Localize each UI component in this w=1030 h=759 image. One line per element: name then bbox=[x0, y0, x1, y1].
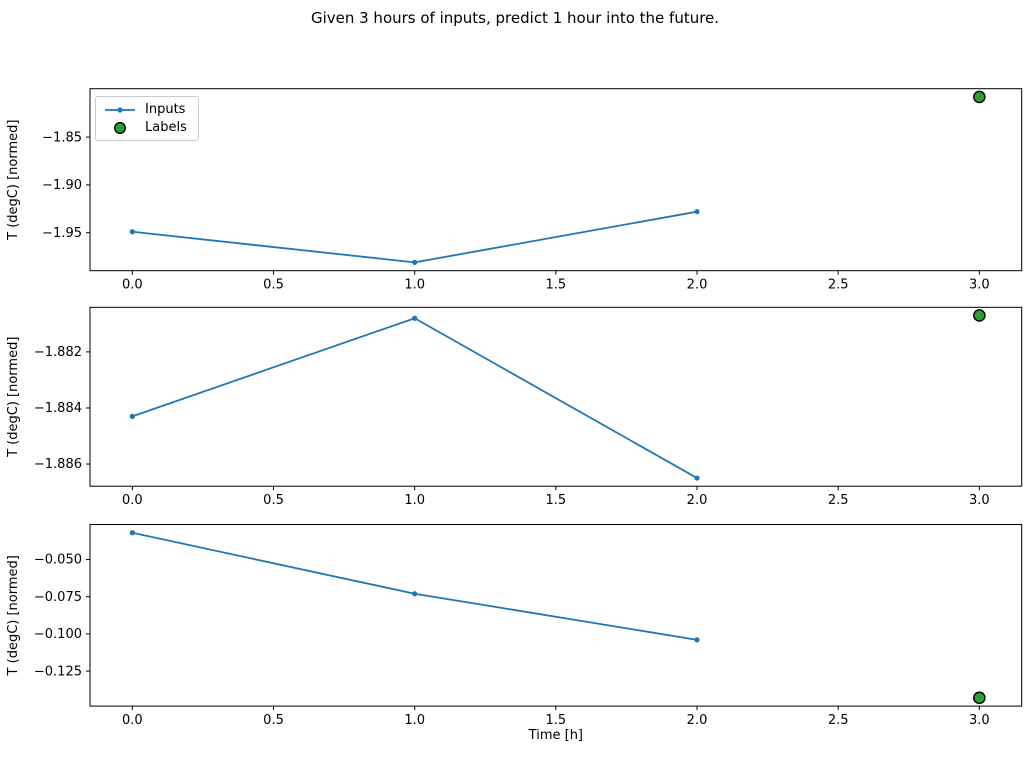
y-tick-label: −1.85 bbox=[42, 130, 82, 145]
x-tick-label: 2.5 bbox=[828, 713, 849, 728]
x-tick-label: 1.5 bbox=[546, 493, 567, 508]
x-tick-label: 1.5 bbox=[546, 713, 567, 728]
subplot-1: 0.0 0.5 1.0 1.5 2.0 2.5 3.0 −1.85 −1.90 −1.95 T (d… bbox=[6, 88, 1023, 293]
x-tick-label: 1.0 bbox=[404, 713, 425, 728]
x-tick-label: 2.0 bbox=[687, 493, 708, 508]
y-tick-label: −1.90 bbox=[42, 178, 82, 193]
axes-spines bbox=[89, 524, 1023, 707]
y-axis-label: T (degC) [normed] bbox=[6, 555, 21, 676]
x-tick-label: 2.0 bbox=[687, 278, 708, 293]
x-tick-label: 3.0 bbox=[969, 713, 990, 728]
x-tick-label: 0.0 bbox=[122, 493, 143, 508]
subplot-3: 0.0 0.5 1.0 1.5 2.0 2.5 3.0 −0.050 −0.075 −0.100 −… bbox=[6, 524, 1023, 728]
y-axis-label: T (degC) [normed] bbox=[6, 337, 21, 458]
legend-item-inputs: Inputs bbox=[104, 102, 187, 117]
axes-spines bbox=[89, 88, 1023, 272]
x-tick-label: 2.5 bbox=[828, 278, 849, 293]
y-tick-label: −1.882 bbox=[34, 345, 82, 360]
x-tick-label: 0.0 bbox=[122, 278, 143, 293]
x-tick-label: 2.0 bbox=[687, 713, 708, 728]
inputs-marker bbox=[129, 229, 135, 235]
y-tick-label: −1.884 bbox=[34, 401, 82, 416]
x-tick-label: 1.0 bbox=[404, 493, 425, 508]
y-tick-label: −1.886 bbox=[34, 457, 82, 472]
labels-point bbox=[973, 90, 986, 104]
x-tick-label: 0.0 bbox=[122, 713, 143, 728]
labels-circle-icon bbox=[114, 121, 126, 134]
y-axis-label: T (degC) [normed] bbox=[6, 120, 21, 241]
x-tick-label: 1.0 bbox=[404, 278, 425, 293]
x-axis-label: Time [h] bbox=[528, 728, 583, 743]
legend-item-labels: Labels bbox=[104, 120, 187, 135]
y-tick-label: −0.050 bbox=[34, 553, 82, 568]
y-tick-label: −1.95 bbox=[42, 226, 82, 241]
inputs-line bbox=[132, 210, 698, 264]
inputs-marker bbox=[412, 315, 418, 321]
inputs-marker bbox=[412, 591, 418, 597]
inputs-marker bbox=[694, 475, 700, 481]
x-tick-label: 0.5 bbox=[263, 713, 284, 728]
inputs-line bbox=[132, 531, 698, 641]
legend-label-inputs: Inputs bbox=[145, 102, 186, 117]
legend-label-labels: Labels bbox=[145, 120, 187, 135]
x-tick-label: 0.5 bbox=[263, 493, 284, 508]
x-tick-label: 1.5 bbox=[546, 278, 567, 293]
y-tick-label: −0.100 bbox=[34, 627, 82, 642]
inputs-marker bbox=[694, 209, 700, 215]
x-tick-label: 3.0 bbox=[969, 493, 990, 508]
inputs-marker bbox=[412, 259, 418, 265]
y-tick-label: −0.075 bbox=[34, 590, 82, 605]
labels-point bbox=[973, 309, 986, 322]
inputs-line-icon bbox=[105, 106, 135, 113]
inputs-marker bbox=[129, 530, 135, 536]
inputs-marker bbox=[694, 637, 700, 643]
y-tick-label: −0.125 bbox=[34, 664, 82, 679]
subplot-2: 0.0 0.5 1.0 1.5 2.0 2.5 3.0 −1.882 −1.884 −1.886 T… bbox=[6, 306, 1023, 508]
labels-point bbox=[973, 691, 986, 705]
axes-spines bbox=[89, 306, 1023, 487]
x-tick-label: 0.5 bbox=[263, 278, 284, 293]
x-tick-label: 3.0 bbox=[969, 278, 990, 293]
inputs-line bbox=[132, 317, 698, 479]
inputs-marker bbox=[129, 413, 135, 419]
legend: Inputs Labels bbox=[95, 96, 199, 141]
x-tick-label: 2.5 bbox=[828, 493, 849, 508]
figure-title: Given 3 hours of inputs, predict 1 hour … bbox=[310, 9, 720, 27]
